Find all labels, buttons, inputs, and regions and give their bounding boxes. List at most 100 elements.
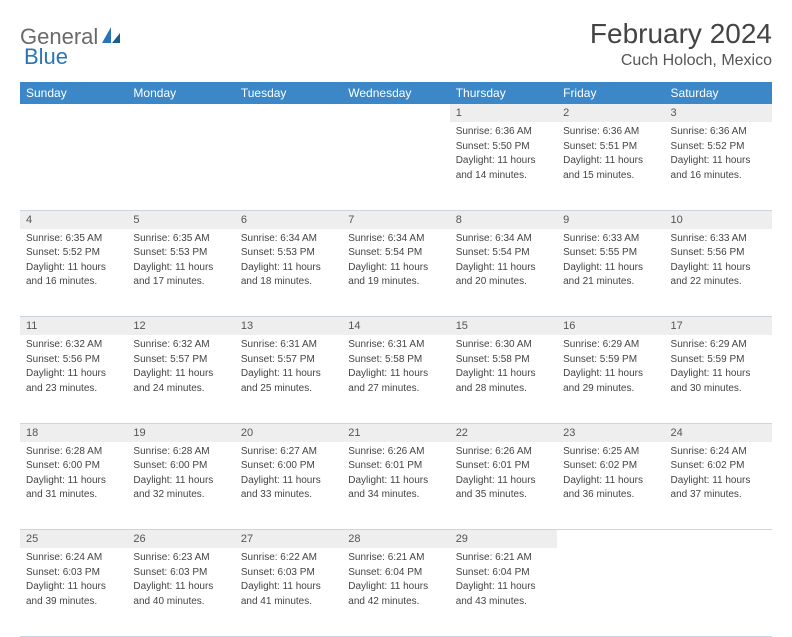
daylight-text: and 29 minutes. [563,382,658,396]
day-cell: Sunrise: 6:32 AMSunset: 5:56 PMDaylight:… [20,335,127,423]
sunset-text: Sunset: 6:00 PM [26,459,121,473]
sunrise-text: Sunrise: 6:31 AM [241,338,336,352]
day-number-cell: 26 [127,530,234,549]
daylight-text: and 21 minutes. [563,275,658,289]
sunset-text: Sunset: 6:04 PM [456,566,551,580]
day-number-cell: 1 [450,104,557,122]
day-number-cell: 22 [450,423,557,442]
daylight-text: and 33 minutes. [241,488,336,502]
day-number-cell: 3 [665,104,772,122]
day-number-cell: 16 [557,317,664,336]
day-number-cell: 23 [557,423,664,442]
sunset-text: Sunset: 5:52 PM [671,140,766,154]
sunrise-text: Sunrise: 6:34 AM [348,232,443,246]
daylight-text: and 36 minutes. [563,488,658,502]
day-number-cell: 11 [20,317,127,336]
sunset-text: Sunset: 5:56 PM [671,246,766,260]
daylight-text: Daylight: 11 hours [563,154,658,168]
daylight-text: Daylight: 11 hours [671,474,766,488]
daylight-text: Daylight: 11 hours [348,261,443,275]
daylight-text: and 31 minutes. [26,488,121,502]
sunrise-text: Sunrise: 6:32 AM [133,338,228,352]
sunrise-text: Sunrise: 6:29 AM [671,338,766,352]
sunset-text: Sunset: 5:54 PM [348,246,443,260]
daylight-text: Daylight: 11 hours [133,367,228,381]
day-number-cell [557,530,664,549]
day-number-cell: 2 [557,104,664,122]
sunrise-text: Sunrise: 6:26 AM [348,445,443,459]
sunset-text: Sunset: 5:54 PM [456,246,551,260]
day-number-cell: 28 [342,530,449,549]
day-number-cell: 24 [665,423,772,442]
sunset-text: Sunset: 5:55 PM [563,246,658,260]
daylight-text: Daylight: 11 hours [563,261,658,275]
daylight-text: and 17 minutes. [133,275,228,289]
daylight-text: Daylight: 11 hours [563,474,658,488]
daylight-text: and 19 minutes. [348,275,443,289]
weekday-header: Saturday [665,82,772,104]
day-cell [235,122,342,210]
sunrise-text: Sunrise: 6:24 AM [671,445,766,459]
day-cell: Sunrise: 6:30 AMSunset: 5:58 PMDaylight:… [450,335,557,423]
daylight-text: Daylight: 11 hours [26,367,121,381]
day-cell [557,548,664,636]
day-cell [127,122,234,210]
sunrise-text: Sunrise: 6:36 AM [563,125,658,139]
daylight-text: Daylight: 11 hours [456,367,551,381]
sunrise-text: Sunrise: 6:23 AM [133,551,228,565]
sunset-text: Sunset: 5:59 PM [563,353,658,367]
weekday-header: Sunday [20,82,127,104]
daylight-text: and 37 minutes. [671,488,766,502]
daylight-text: and 23 minutes. [26,382,121,396]
logo-blue-text-wrap: Blue [24,44,68,70]
day-cell: Sunrise: 6:29 AMSunset: 5:59 PMDaylight:… [665,335,772,423]
day-cell: Sunrise: 6:25 AMSunset: 6:02 PMDaylight:… [557,442,664,530]
daylight-text: and 40 minutes. [133,595,228,609]
sunset-text: Sunset: 6:00 PM [241,459,336,473]
weekday-header: Thursday [450,82,557,104]
day-cell: Sunrise: 6:32 AMSunset: 5:57 PMDaylight:… [127,335,234,423]
daylight-text: and 39 minutes. [26,595,121,609]
day-number-cell [235,104,342,122]
sunrise-text: Sunrise: 6:35 AM [26,232,121,246]
sunset-text: Sunset: 5:56 PM [26,353,121,367]
sunrise-text: Sunrise: 6:28 AM [133,445,228,459]
daylight-text: Daylight: 11 hours [671,154,766,168]
day-cell: Sunrise: 6:36 AMSunset: 5:50 PMDaylight:… [450,122,557,210]
day-cell: Sunrise: 6:23 AMSunset: 6:03 PMDaylight:… [127,548,234,636]
day-number-cell [127,104,234,122]
header: General February 2024 Cuch Holoch, Mexic… [20,18,772,70]
sunset-text: Sunset: 5:52 PM [26,246,121,260]
day-cell: Sunrise: 6:26 AMSunset: 6:01 PMDaylight:… [450,442,557,530]
day-cell: Sunrise: 6:33 AMSunset: 5:55 PMDaylight:… [557,229,664,317]
day-number-cell: 20 [235,423,342,442]
day-cell: Sunrise: 6:29 AMSunset: 5:59 PMDaylight:… [557,335,664,423]
daylight-text: and 32 minutes. [133,488,228,502]
calendar-header-row: SundayMondayTuesdayWednesdayThursdayFrid… [20,82,772,104]
daylight-text: and 35 minutes. [456,488,551,502]
day-number-cell: 21 [342,423,449,442]
daylight-text: and 18 minutes. [241,275,336,289]
daylight-text: and 30 minutes. [671,382,766,396]
day-number-cell [20,104,127,122]
sunset-text: Sunset: 6:04 PM [348,566,443,580]
sunrise-text: Sunrise: 6:27 AM [241,445,336,459]
day-cell: Sunrise: 6:24 AMSunset: 6:03 PMDaylight:… [20,548,127,636]
daylight-text: and 16 minutes. [671,169,766,183]
daylight-text: and 16 minutes. [26,275,121,289]
day-number-cell: 4 [20,210,127,229]
sunrise-text: Sunrise: 6:29 AM [563,338,658,352]
day-number-cell: 12 [127,317,234,336]
day-cell [20,122,127,210]
daylight-text: Daylight: 11 hours [241,474,336,488]
sunset-text: Sunset: 6:03 PM [241,566,336,580]
daylight-text: and 27 minutes. [348,382,443,396]
daylight-text: and 41 minutes. [241,595,336,609]
daylight-text: Daylight: 11 hours [456,261,551,275]
logo-sail-icon [100,25,122,50]
daylight-text: Daylight: 11 hours [241,261,336,275]
sunset-text: Sunset: 6:03 PM [133,566,228,580]
sunset-text: Sunset: 5:59 PM [671,353,766,367]
day-number-cell: 18 [20,423,127,442]
sunset-text: Sunset: 6:03 PM [26,566,121,580]
